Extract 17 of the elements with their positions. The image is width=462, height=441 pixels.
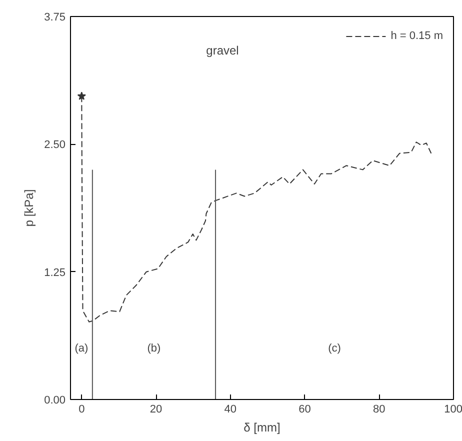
annotation: (b) <box>147 342 161 354</box>
x-tick-label: 40 <box>224 404 237 416</box>
legend-label: h = 0.15 m <box>390 30 443 42</box>
x-tick-label: 0 <box>78 404 85 416</box>
y-tick-label: 0.00 <box>44 394 66 406</box>
y-axis-title: p [kPa] <box>22 189 36 227</box>
y-tick-label: 1.25 <box>44 266 66 279</box>
x-tick-label: 20 <box>150 404 162 416</box>
annotation: gravel <box>206 44 239 58</box>
x-tick-label: 80 <box>373 404 386 416</box>
y-tick-label: 3.75 <box>44 12 66 24</box>
x-tick-label: 100 <box>444 404 462 416</box>
annotation: (c) <box>328 342 341 354</box>
x-axis-title: δ [mm] <box>244 420 280 434</box>
x-tick-label: 60 <box>298 404 311 416</box>
annotation: (a) <box>74 342 88 354</box>
y-tick-label: 2.50 <box>44 139 66 152</box>
